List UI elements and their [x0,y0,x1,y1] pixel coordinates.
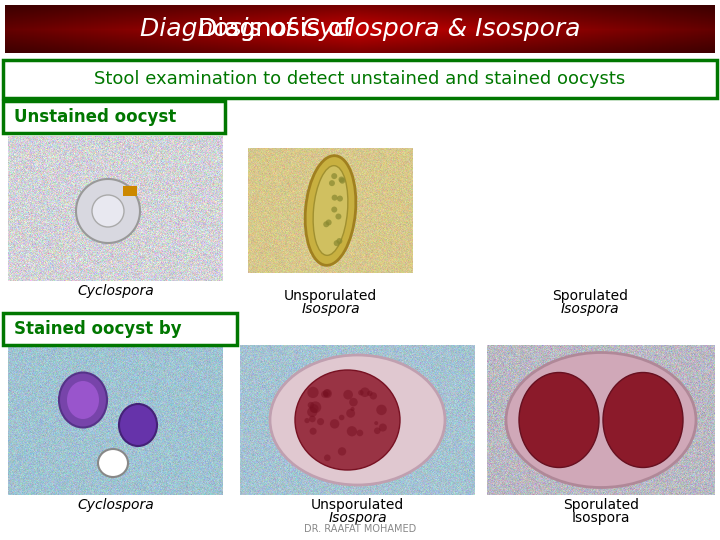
Ellipse shape [295,370,400,470]
Circle shape [346,409,355,418]
Circle shape [92,195,124,227]
Circle shape [330,419,339,429]
Circle shape [321,391,328,398]
Text: Isospora: Isospora [328,511,387,525]
Circle shape [360,387,370,397]
FancyBboxPatch shape [3,60,717,98]
Circle shape [339,178,346,184]
Text: Diagnosis of Cyclospora & Isospora: Diagnosis of Cyclospora & Isospora [140,17,580,41]
Circle shape [323,389,330,397]
Circle shape [324,455,330,461]
Ellipse shape [506,353,696,488]
Circle shape [347,426,357,436]
Circle shape [339,415,344,420]
Text: Sporulated: Sporulated [552,289,628,303]
Circle shape [336,213,341,219]
Circle shape [307,402,314,408]
Circle shape [338,177,344,183]
Circle shape [309,416,316,422]
Circle shape [323,221,329,227]
Circle shape [307,387,319,398]
Circle shape [358,390,364,395]
Circle shape [336,238,343,244]
Circle shape [379,423,387,431]
Circle shape [331,207,337,213]
Bar [123,186,137,196]
Circle shape [329,180,335,186]
Circle shape [351,407,355,411]
Text: DR. RAAFAT MOHAMED: DR. RAAFAT MOHAMED [304,524,416,534]
Text: Sporulated: Sporulated [563,498,639,512]
Circle shape [305,418,310,423]
Circle shape [374,428,381,434]
Ellipse shape [67,381,99,419]
Circle shape [307,407,318,417]
Text: Isospora: Isospora [561,302,619,316]
Text: Unstained oocyst: Unstained oocyst [14,108,176,126]
Circle shape [331,173,337,179]
Circle shape [324,392,328,396]
Text: Diagnosis of: Diagnosis of [198,17,360,41]
Polygon shape [76,179,140,243]
Ellipse shape [59,373,107,428]
Circle shape [349,398,358,407]
Circle shape [374,421,378,425]
Circle shape [367,390,373,396]
FancyBboxPatch shape [3,101,225,133]
Text: Stained oocyst by: Stained oocyst by [14,320,181,338]
Text: Unsporulated: Unsporulated [311,498,404,512]
Circle shape [310,401,321,413]
Text: Isospora: Isospora [301,302,360,316]
Text: Isospora: Isospora [572,511,630,525]
Circle shape [333,240,340,246]
FancyBboxPatch shape [3,313,237,345]
Ellipse shape [313,166,348,255]
Ellipse shape [603,373,683,468]
Ellipse shape [270,355,445,485]
Circle shape [369,392,377,400]
Circle shape [377,404,387,415]
Circle shape [323,389,332,398]
Circle shape [343,390,353,400]
Circle shape [338,447,346,456]
Circle shape [356,430,364,436]
Text: Unsporulated: Unsporulated [284,289,377,303]
Ellipse shape [119,404,157,446]
Ellipse shape [305,156,356,265]
Circle shape [310,428,317,435]
Ellipse shape [519,373,599,468]
Circle shape [337,195,343,201]
Circle shape [325,219,332,226]
Text: Cyclospora: Cyclospora [77,498,154,512]
Circle shape [317,418,324,425]
Text: Diagnosis of: Diagnosis of [198,17,360,41]
Text: Cyclospora: Cyclospora [77,284,154,298]
Circle shape [310,404,318,413]
Text: Stool examination to detect unstained and stained oocysts: Stool examination to detect unstained an… [94,70,626,88]
Circle shape [332,194,338,201]
Ellipse shape [98,449,128,477]
